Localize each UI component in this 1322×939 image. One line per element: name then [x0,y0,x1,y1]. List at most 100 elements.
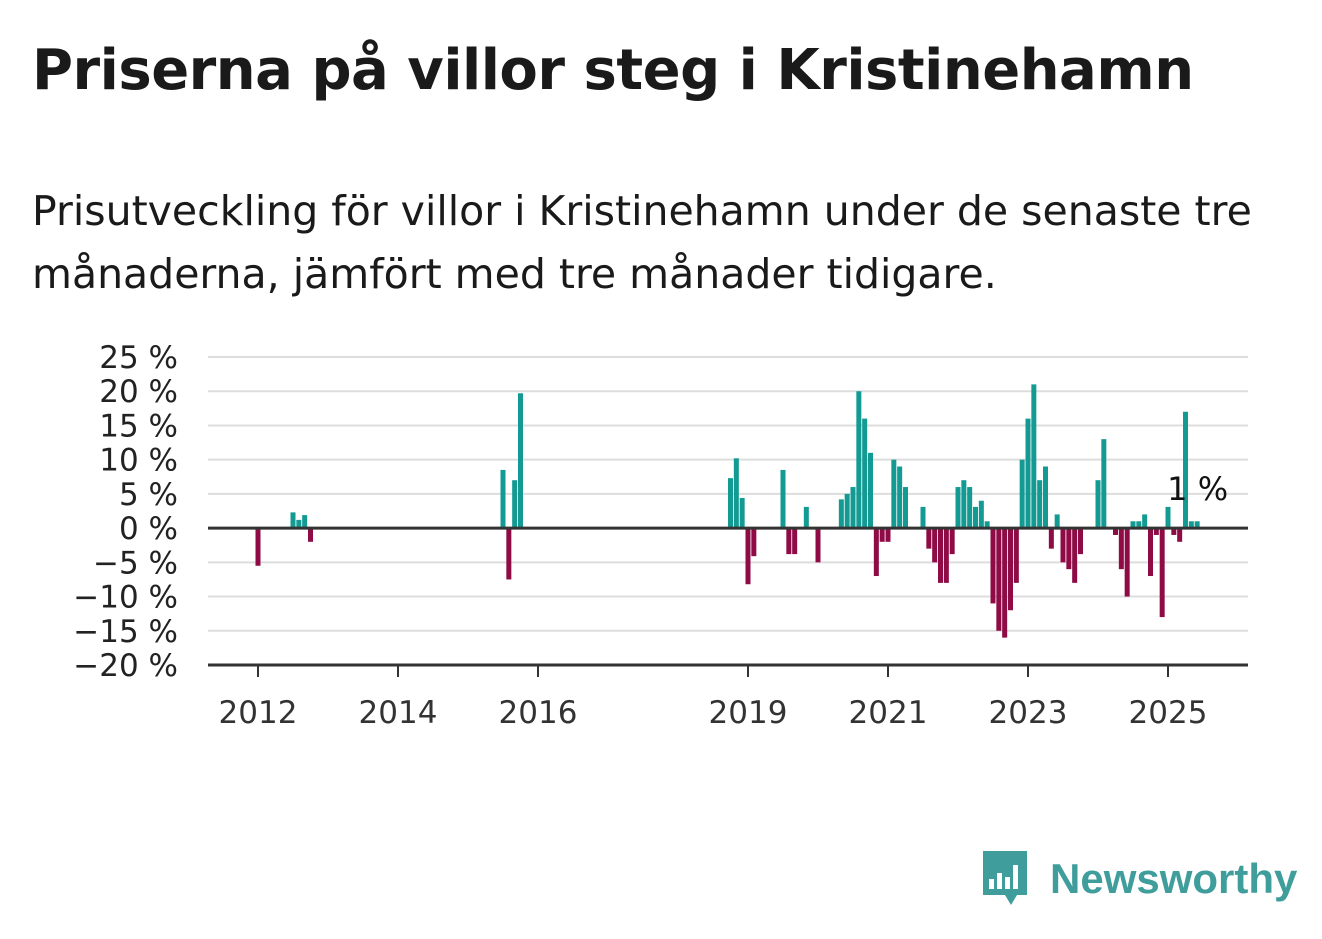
bar [978,500,984,529]
bar [961,480,967,529]
bar [745,528,751,585]
bar [1142,514,1148,529]
bar [308,528,313,542]
bar [518,393,523,529]
x-tick-label: 2016 [499,695,578,731]
bar [739,497,745,529]
newsworthy-bar-chart-icon [983,851,1027,905]
x-tick-label: 2023 [989,695,1068,731]
bar [955,487,961,529]
bar [996,528,1002,631]
axes [208,526,1248,667]
bar [1048,528,1054,549]
y-tick-label: −10 % [73,580,178,616]
bar [1019,459,1025,529]
bar [733,458,739,529]
y-tick-label: 15 % [99,408,178,444]
bar [1008,528,1013,611]
bar [290,512,296,529]
bar [967,487,973,529]
bar [885,528,891,542]
bar-chart: 25 %20 %15 %10 %5 %0 %−5 %−10 %−15 %−20 … [73,340,1248,731]
bar [949,528,955,555]
bar [932,528,938,563]
bar [862,418,868,529]
bar [1183,411,1188,529]
chart-subtitle: Prisutveckling för villor i Kristinehamn… [32,187,1252,298]
bar [1136,521,1142,529]
x-tick-label: 2014 [359,695,438,731]
bar [938,528,943,583]
bar [873,528,879,577]
bar [1159,528,1165,618]
bar [1124,528,1130,597]
bar [815,528,821,563]
x-tick-label: 2019 [709,695,788,731]
bar [512,480,518,529]
bar [1101,439,1107,529]
bar [1031,384,1037,529]
bars [255,384,1200,638]
bar [302,515,308,529]
bar [897,466,903,529]
bar [786,528,792,555]
bar [1072,528,1078,583]
bar [1002,528,1008,638]
y-tick-label: 5 % [119,477,178,513]
bar [803,506,809,529]
bar [1025,418,1031,529]
bar [1095,480,1101,529]
bar [1153,528,1159,535]
bar [926,528,932,549]
y-tick-label: 20 % [99,374,178,410]
bar [1171,528,1177,535]
bar [891,459,897,529]
bar [856,391,862,529]
bar [844,493,850,529]
bar [1194,521,1200,529]
bar [1148,528,1153,577]
bar [1060,528,1066,563]
bar [903,487,908,529]
bar [1043,466,1048,529]
y-tick-label: 0 % [119,511,178,547]
bar [943,528,949,583]
bar [1165,506,1171,529]
brand-logo: Newsworthy [980,848,1297,910]
bar [973,506,978,529]
bar [728,478,733,529]
brand-name: Newsworthy [1050,855,1298,902]
bar [780,469,786,529]
bar [506,528,512,580]
bar [1066,528,1072,570]
bar [1130,521,1136,529]
bar [751,528,757,557]
x-tick-label: 2012 [219,695,298,731]
bar [296,519,302,529]
bar [1054,514,1060,529]
y-tick-label: 25 % [99,340,178,376]
bar [1113,528,1118,535]
y-tick-label: −15 % [73,614,178,650]
bar [500,469,506,529]
bar [1118,528,1124,570]
latest-value-annotation: 1 % [1167,470,1228,508]
bar [792,528,798,555]
bar [1188,521,1194,529]
chart-title: Priserna på villor steg i Kristinehamn [32,38,1194,103]
bar [1013,528,1019,583]
bar [879,528,885,542]
y-tick-label: −20 % [73,648,178,684]
y-tick-label: 10 % [99,443,178,479]
bar [868,452,873,529]
x-axis-ticks: 2012 2014 2016 2019 2021 2023 2025 [219,665,1208,731]
bar [255,528,261,566]
x-tick-label: 2021 [849,695,928,731]
bar [838,499,844,529]
y-axis-ticks: 25 %20 %15 %10 %5 %0 %−5 %−10 %−15 %−20 … [73,340,178,684]
x-tick-label: 2025 [1129,695,1208,731]
bar [1177,528,1183,542]
y-tick-label: −5 % [93,545,178,581]
bar [984,521,990,529]
bar [920,506,926,529]
